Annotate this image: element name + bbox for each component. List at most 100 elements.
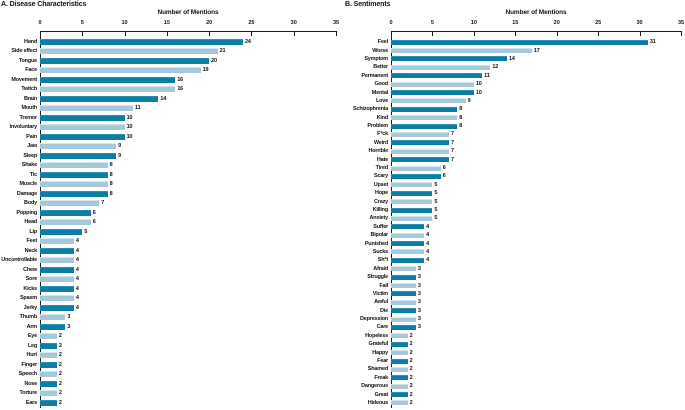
bar (391, 291, 416, 297)
category-label: Mental (371, 89, 388, 96)
bar-row: Neck 4 (0, 246, 343, 256)
bar-row: Hopeless 2 (344, 332, 685, 340)
category-label: Torture (19, 390, 38, 397)
bar (391, 173, 441, 179)
value-label: 2 (409, 374, 413, 381)
category-label: Speech (18, 371, 38, 378)
x-tick-mark (293, 31, 295, 36)
panel-title-a: A. Disease Characteristics (1, 1, 87, 8)
category-label: Hand (24, 38, 37, 45)
bar-track: 4 (391, 256, 681, 264)
value-label: 4 (75, 257, 79, 264)
bar-track: 5 (40, 227, 336, 237)
bar-row: Pain 10 (0, 132, 343, 142)
bar-row: Kicks 4 (0, 284, 343, 294)
category-label: Lip (29, 228, 37, 235)
bar (391, 215, 433, 221)
category-label: Shamed (367, 366, 388, 373)
value-label: 5 (84, 228, 88, 235)
bar-track: 8 (40, 170, 336, 180)
bar-row: Tired 6 (344, 164, 685, 172)
bar-track: 3 (391, 290, 681, 298)
category-label: Great (374, 391, 389, 398)
bar-row: Permanent 11 (344, 72, 685, 80)
bar-row: Mental 10 (344, 88, 685, 96)
bar-row: Tic 8 (0, 170, 343, 180)
bar-row: Head 6 (0, 218, 343, 228)
category-label: Fail (379, 282, 388, 289)
value-label: 5 (434, 215, 438, 222)
bar-row: Uncontrollable 4 (0, 256, 343, 266)
value-label: 2 (58, 371, 62, 378)
bar (391, 106, 458, 112)
bar (40, 352, 57, 359)
bar-row: Scary 6 (344, 172, 685, 180)
bar (40, 295, 74, 302)
value-label: 3 (417, 290, 421, 297)
value-label: 4 (426, 232, 429, 239)
value-label: 2 (409, 366, 413, 373)
category-label: Jerky (23, 304, 38, 311)
category-label: Feet (26, 238, 37, 245)
x-tick-label: 35 (332, 20, 340, 26)
category-label: Leg (27, 342, 37, 349)
category-label: Suffer (373, 223, 388, 230)
value-label: 11 (135, 105, 141, 112)
bar-track: 3 (391, 323, 681, 331)
x-axis-title-b: Number of Mentions (505, 9, 567, 16)
value-label: 9 (118, 143, 121, 150)
bar (40, 181, 108, 188)
x-tick-label: 0 (389, 20, 393, 26)
category-label: Popping (16, 209, 37, 216)
value-label: 5 (434, 198, 438, 205)
value-label: 3 (67, 314, 71, 321)
value-label: 5 (434, 207, 438, 213)
bar-rows: Hand 24 Side effect 21 Tongue 20 Face 19 Movemen… (0, 37, 343, 408)
bar-track: 21 (40, 47, 336, 57)
bar-track: 2 (391, 390, 681, 398)
bar-track: 19 (40, 66, 336, 76)
x-axis-line (391, 31, 682, 33)
x-tick-label: 20 (553, 20, 560, 26)
bar-row: Hand 24 (0, 37, 343, 47)
bar-track: 6 (391, 164, 681, 172)
bar-track: 2 (391, 357, 681, 365)
bar-track: 4 (391, 231, 681, 239)
bar-track: 11 (40, 104, 336, 114)
bar-track: 4 (40, 237, 336, 247)
bar-track: 4 (40, 256, 336, 266)
bar-track: 7 (391, 155, 681, 163)
category-label: Thumb (19, 314, 38, 321)
category-label: Schizophrenia (353, 106, 388, 113)
x-tick-label: 5 (430, 20, 434, 26)
bar (40, 266, 74, 273)
bar-track: 7 (391, 139, 681, 147)
bar-row: Arm 3 (0, 322, 343, 332)
bar (40, 285, 74, 292)
bar-track: 8 (40, 161, 336, 171)
bar (391, 115, 458, 121)
bar-row: Sh*t 4 (344, 256, 685, 264)
bar (40, 105, 134, 112)
bar-row: Hideous 2 (344, 399, 685, 407)
bar-row: Struggle 3 (344, 273, 685, 281)
bar (40, 57, 210, 64)
bar (40, 371, 57, 378)
x-tick-label: 30 (290, 20, 297, 26)
bar-row: Suffer 4 (344, 223, 685, 231)
bar (391, 224, 425, 230)
bar-track: 10 (40, 113, 336, 123)
bar-row: Kind 8 (344, 114, 685, 122)
category-label: Brain (23, 95, 37, 102)
bar (391, 249, 425, 255)
bar (391, 165, 441, 171)
category-label: Finger (21, 361, 37, 368)
bar-track: 7 (391, 130, 681, 138)
x-tick-mark (639, 31, 641, 36)
category-label: Crazy (374, 198, 388, 205)
x-tick-label: 25 (595, 20, 602, 26)
bar-row: Upset 5 (344, 181, 685, 189)
bar (40, 323, 66, 330)
bar-track: 5 (391, 214, 681, 222)
bar (40, 238, 74, 245)
